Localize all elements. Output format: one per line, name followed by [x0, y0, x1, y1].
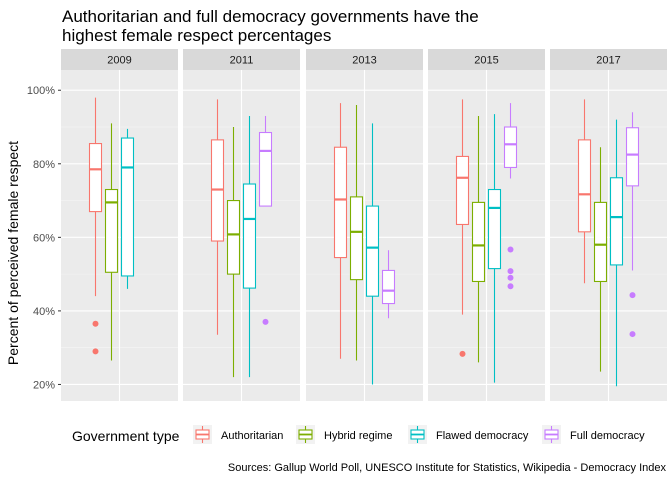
box-body	[365, 205, 380, 297]
box-body	[242, 183, 257, 289]
facet-panel-2013: 2013	[306, 49, 423, 401]
box-authoritarian	[333, 103, 348, 359]
facet-strip-label: 2015	[474, 55, 498, 67]
legend-item-hybrid-regime: Hybrid regime	[296, 425, 392, 444]
box-hybrid-regime	[226, 127, 241, 378]
box-body	[471, 201, 486, 283]
facet-panel-2017: 2017	[550, 49, 667, 401]
box-full-democracy	[381, 250, 396, 319]
box-body	[593, 201, 608, 283]
outlier-point	[507, 283, 514, 290]
box-body	[487, 188, 502, 270]
box-body	[349, 196, 364, 281]
box-full-democracy	[503, 103, 518, 290]
chart-title-line-1: Authoritarian and full democracy governm…	[62, 7, 479, 26]
legend-items: Authoritarian Hybrid regime Flawed democra…	[193, 425, 645, 444]
box-hybrid-regime	[104, 123, 119, 361]
box-body	[333, 146, 348, 259]
box-body	[503, 126, 518, 169]
box-body	[88, 143, 103, 213]
box-body	[625, 127, 640, 187]
box-authoritarian	[210, 99, 225, 335]
box-body	[577, 139, 592, 233]
box-flawed-democracy	[487, 114, 502, 383]
box-flawed-democracy	[365, 123, 380, 385]
box-flawed-democracy	[242, 115, 257, 378]
y-tick-label: 20%	[33, 379, 55, 391]
box-full-democracy	[258, 115, 273, 325]
outlier-point	[507, 268, 514, 275]
facet-strip-label: 2017	[596, 55, 620, 67]
chart-title-line-2: highest female respect percentages	[62, 26, 331, 45]
legend-item-full-democracy: Full democracy	[542, 425, 645, 444]
outlier-point	[92, 320, 99, 327]
legend-label: Flawed democracy	[436, 430, 529, 442]
y-axis-title: Percent of perceived female respect	[5, 141, 21, 365]
legend: Government type Authoritarian Hybrid regi…	[72, 425, 645, 444]
facet-panel-2009: 2009	[61, 49, 178, 401]
box-flawed-democracy	[120, 128, 135, 289]
outlier-point	[262, 318, 269, 325]
outlier-point	[507, 274, 514, 281]
outlier-point	[507, 246, 514, 253]
box-authoritarian	[577, 99, 592, 284]
y-tick-label: 100%	[27, 85, 55, 97]
box-hybrid-regime	[349, 104, 364, 361]
facet-strip	[428, 49, 545, 70]
box-body	[455, 155, 470, 226]
legend-label: Full democracy	[570, 430, 645, 442]
legend-item-flawed-democracy: Flawed democracy	[408, 425, 529, 444]
facet-strip-label: 2009	[107, 55, 131, 67]
y-tick-label: 60%	[33, 232, 55, 244]
legend-item-authoritarian: Authoritarian	[193, 425, 283, 444]
facet-strip	[550, 49, 667, 70]
facet-panel-2011: 2011	[183, 49, 300, 401]
y-tick-label: 40%	[33, 306, 55, 318]
y-tick-label: 80%	[33, 159, 55, 171]
outlier-point	[459, 350, 466, 357]
chart-caption: Sources: Gallup World Poll, UNESCO Insti…	[228, 462, 667, 474]
box-body	[104, 188, 119, 273]
box-authoritarian	[88, 97, 103, 355]
y-axis: 20% 40% 60% 80% 100%	[27, 85, 61, 391]
facet-strip-label: 2011	[230, 55, 254, 67]
box-full-democracy	[625, 112, 640, 338]
box-body	[381, 269, 396, 305]
box-body	[609, 177, 624, 266]
legend-title: Government type	[72, 428, 180, 444]
box-body	[226, 200, 241, 275]
outlier-point	[629, 292, 636, 299]
box-body	[258, 131, 273, 207]
box-authoritarian	[455, 99, 470, 357]
box-flawed-democracy	[609, 119, 624, 387]
legend-label: Authoritarian	[221, 430, 283, 442]
facet-strip	[61, 49, 178, 70]
box-hybrid-regime	[471, 115, 486, 363]
outlier-point	[629, 331, 636, 338]
facet-panels: 2009 2011 2013 2015 2017	[61, 49, 667, 401]
facet-strip-label: 2013	[352, 55, 376, 67]
facet-strip	[306, 49, 423, 70]
outlier-point	[92, 348, 99, 355]
facet-panel-2015: 2015	[428, 49, 545, 401]
legend-label: Hybrid regime	[324, 430, 392, 442]
box-body	[120, 137, 135, 277]
facet-strip	[183, 49, 300, 70]
box-hybrid-regime	[593, 147, 608, 372]
